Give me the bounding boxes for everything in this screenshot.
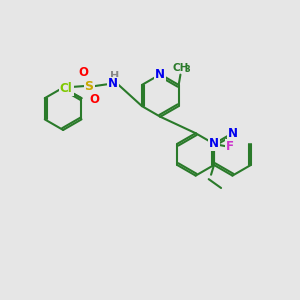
Text: O: O <box>89 93 99 106</box>
Text: N: N <box>108 77 118 90</box>
Text: S: S <box>85 80 94 93</box>
Text: N: N <box>155 68 165 81</box>
Text: F: F <box>226 140 234 153</box>
Text: O: O <box>79 66 89 80</box>
Text: 3: 3 <box>184 65 190 74</box>
Text: CH: CH <box>173 63 189 73</box>
Text: N: N <box>227 127 237 140</box>
Text: N: N <box>209 137 219 150</box>
Text: Cl: Cl <box>60 82 73 95</box>
Text: H: H <box>110 71 120 81</box>
